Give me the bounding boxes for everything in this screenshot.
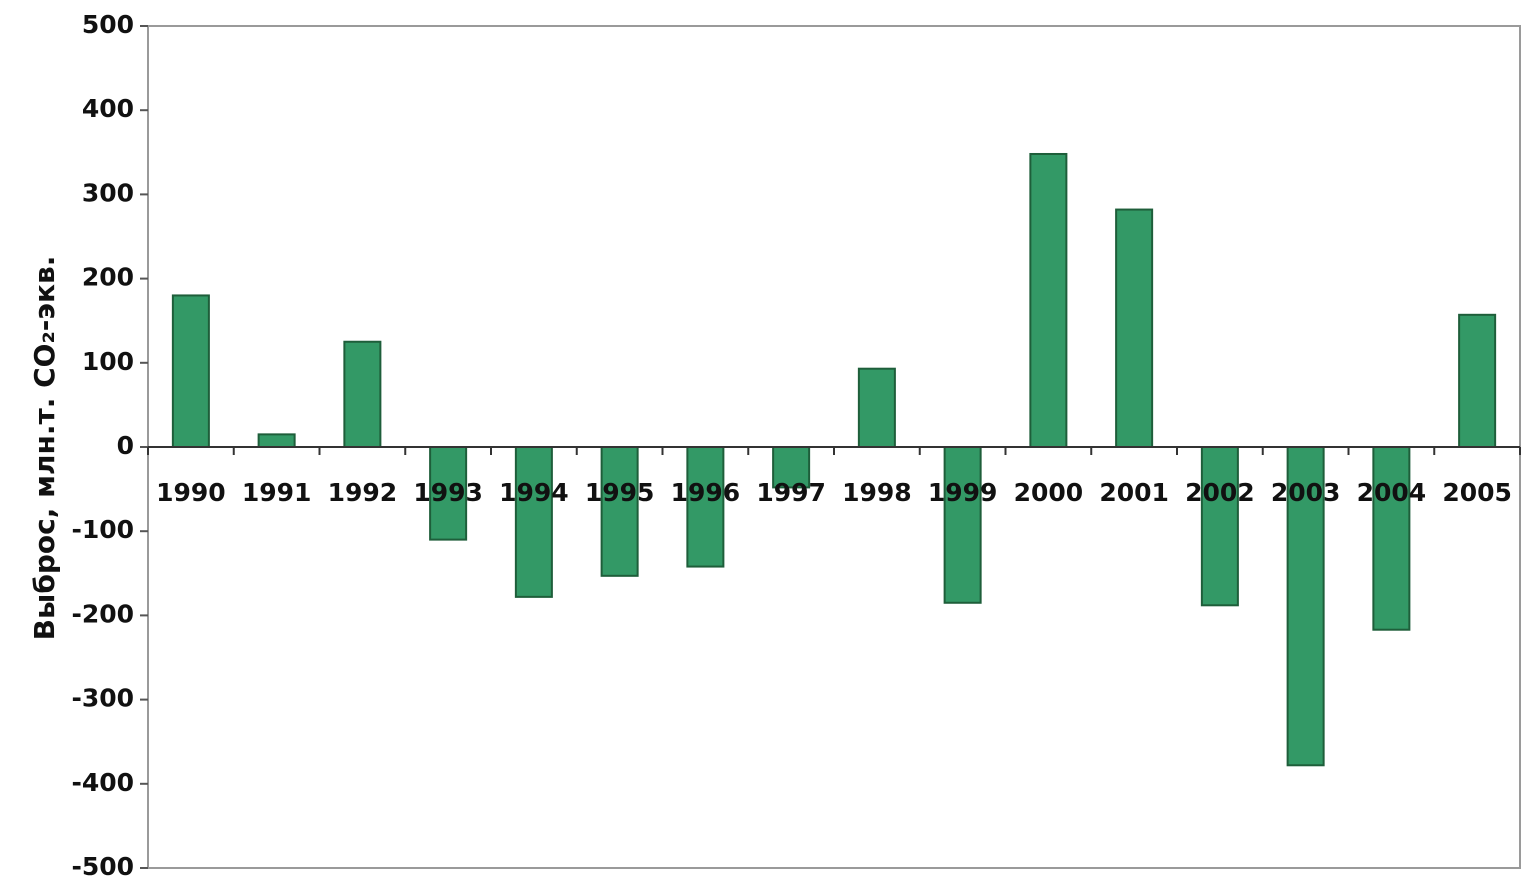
x-axis [147,446,1521,455]
x-tick-label: 1997 [756,478,826,507]
x-tick-label: 1995 [585,478,655,507]
bar-1994 [514,446,553,598]
bar-1997 [772,446,811,489]
y-tick-label: -300 [71,684,134,713]
y-tick-label: -400 [71,768,134,797]
category-labels: 1990 1991 1992 1993 1994 1995 1996 1997 1998 1999… [156,478,1512,507]
bar-2000 [1029,152,1068,448]
y-tick-label: 200 [82,263,134,292]
y-axis-title: Выброс, млн.т. CO₂-экв. [28,256,61,641]
x-tick-label: 2003 [1271,478,1341,507]
y-tick-label: 400 [82,94,134,123]
bar-1998 [857,367,896,448]
x-tick-label: 2005 [1442,478,1512,507]
y-tick-label: 500 [82,10,134,39]
y-axis: 500 400 300 200 100 0 -100 -200 -300 -400 -500 [71,10,148,881]
x-tick-label: 1998 [842,478,912,507]
bar-2002 [1200,446,1239,607]
x-tick-label: 1993 [413,478,483,507]
y-tick-label: 300 [82,178,134,207]
bar-2003 [1286,446,1325,767]
bar-1996 [686,446,725,568]
x-tick-label: 1996 [671,478,741,507]
bar-1991 [257,433,296,448]
bar-1992 [343,340,382,448]
bar-2004 [1372,446,1411,631]
x-tick-label: 1994 [499,478,569,507]
bar-1999 [943,446,982,604]
bar-1995 [600,446,639,577]
x-tick-label: 1992 [328,478,398,507]
x-tick-label: 1990 [156,478,226,507]
x-tick-label: 2000 [1014,478,1084,507]
x-tick-label: 1991 [242,478,312,507]
y-tick-label: -500 [71,852,134,881]
y-tick-label: 100 [82,347,134,376]
x-tick-label: 1999 [928,478,998,507]
bar-2005 [1458,313,1497,448]
bar-1990 [171,294,210,448]
x-tick-label: 2001 [1099,478,1169,507]
x-tick-label: 2004 [1357,478,1427,507]
x-tick-label: 2002 [1185,478,1255,507]
y-tick-label: -100 [71,515,134,544]
y-tick-label: -200 [71,599,134,628]
bar-1993 [429,446,468,541]
bar-2001 [1115,208,1154,448]
bars [171,152,1497,767]
y-tick-label: 0 [117,431,134,460]
